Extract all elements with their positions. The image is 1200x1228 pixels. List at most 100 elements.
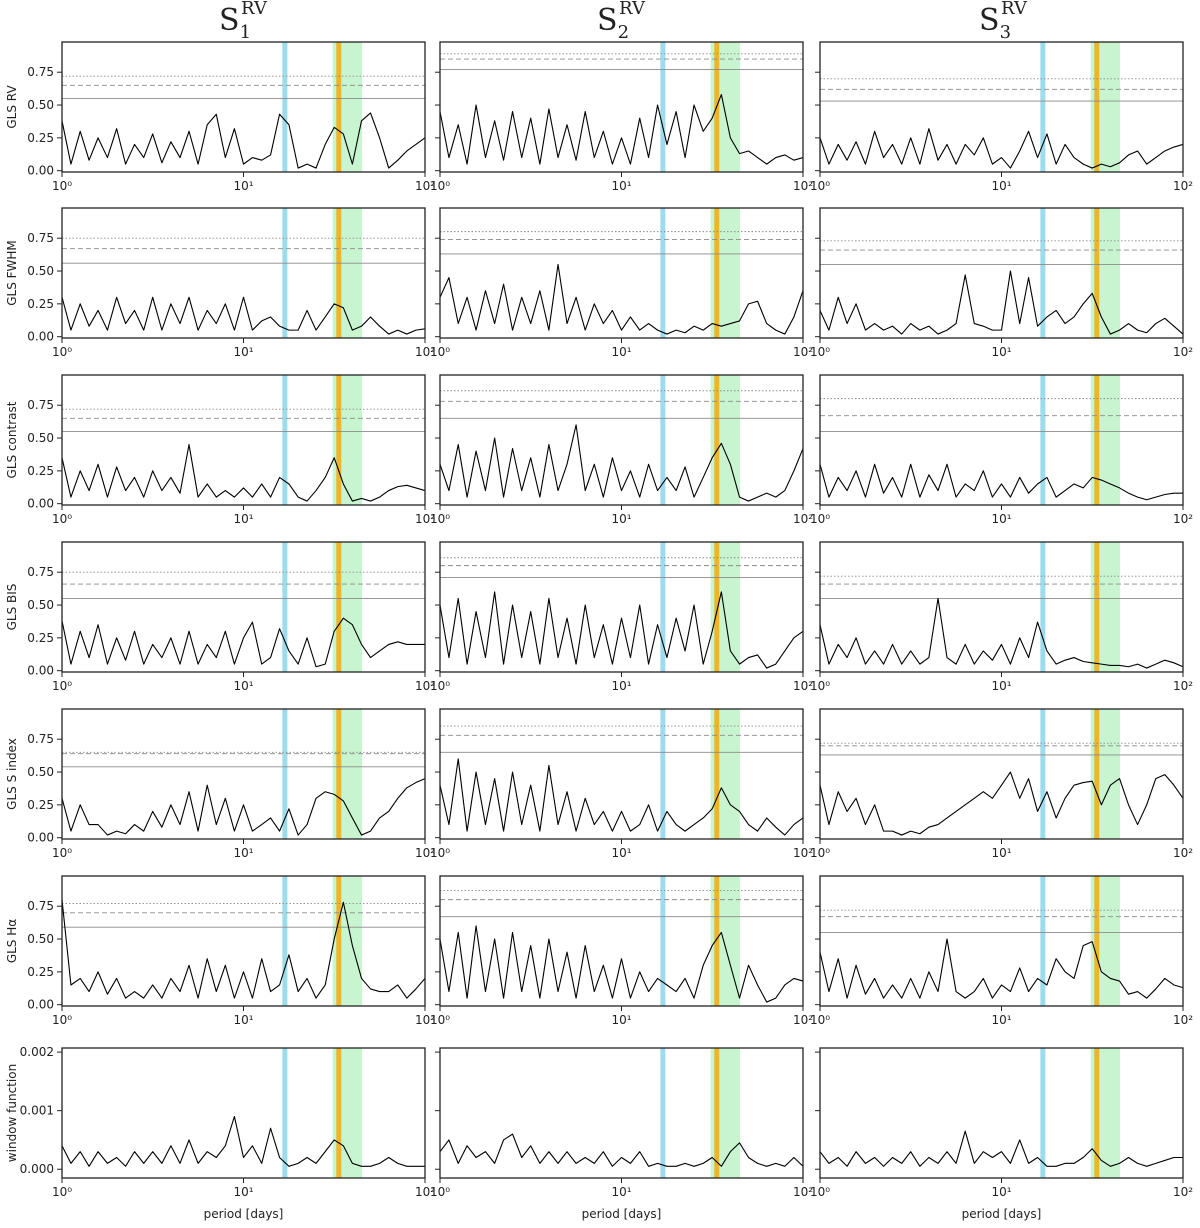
- x-tick-label: 10¹: [233, 679, 253, 693]
- title-sup: RV: [1001, 0, 1028, 19]
- y-axis-label: GLS FWHM: [5, 240, 19, 306]
- title-sub: 3: [1000, 22, 1011, 43]
- axes-frame: [439, 207, 804, 339]
- x-tick-label: 10¹: [233, 179, 253, 193]
- y-axis-label: GLS contrast: [5, 401, 19, 478]
- x-tick-label: 10¹: [991, 1185, 1011, 1199]
- x-tick-label: 10²: [793, 846, 813, 860]
- periodogram-line: [439, 93, 804, 165]
- x-tick-label: 10⁰: [430, 846, 450, 860]
- x-tick-label: 10²: [793, 179, 813, 193]
- periodogram-line: [819, 463, 1183, 501]
- periodogram-line: [819, 597, 1184, 669]
- x-tick-label: 10¹: [611, 345, 631, 359]
- x-tick-label: 10⁰: [52, 512, 72, 526]
- x-tick-label: 10²: [415, 846, 435, 860]
- x-tick-label: 10⁰: [430, 179, 450, 193]
- axes-frame: [439, 708, 804, 840]
- x-tick-label: 10⁰: [810, 846, 830, 860]
- x-axis-label: period [days]: [582, 1207, 662, 1221]
- x-tick-label: 10¹: [991, 679, 1011, 693]
- x-tick-label: 10¹: [611, 512, 631, 526]
- periodogram-line: [61, 617, 425, 668]
- x-tick-label: 10¹: [611, 1185, 631, 1199]
- title-sup: RV: [619, 0, 646, 19]
- axes-frame: [819, 1047, 1184, 1179]
- axes-frame: [61, 1047, 426, 1179]
- y-tick-label: 0.25: [27, 965, 54, 979]
- y-tick-label: 0.25: [27, 798, 54, 812]
- x-tick-label: 10¹: [611, 846, 631, 860]
- y-tick-label: 0.50: [27, 598, 54, 612]
- x-tick-label: 10⁰: [810, 1013, 830, 1027]
- axes-frame: [439, 1047, 804, 1179]
- x-tick-label: 10⁰: [52, 1185, 72, 1199]
- x-tick-label: 10²: [793, 512, 813, 526]
- axes-frame: [819, 374, 1184, 506]
- x-tick-label: 10²: [1173, 1185, 1193, 1199]
- periodogram-line: [439, 758, 804, 836]
- y-tick-label: 0.25: [27, 131, 54, 145]
- x-tick-label: 10¹: [611, 179, 631, 193]
- x-tick-label: 10⁰: [52, 679, 72, 693]
- periodogram-line: [61, 444, 426, 502]
- y-tick-label: 0.00: [27, 664, 54, 678]
- x-tick-label: 10⁰: [810, 679, 830, 693]
- x-tick-label: 10¹: [233, 1013, 253, 1027]
- y-tick-label: 0.75: [27, 65, 54, 79]
- periodogram-line: [819, 270, 1184, 335]
- axes-frame: [61, 207, 426, 339]
- x-axis-label: period [days]: [204, 1207, 284, 1221]
- title-base: S: [219, 3, 240, 38]
- y-tick-label: 0.75: [27, 899, 54, 913]
- periodogram-line: [61, 112, 426, 169]
- x-tick-label: 10²: [415, 1013, 435, 1027]
- periodogram-line: [819, 771, 1184, 836]
- axes-frame: [819, 207, 1184, 339]
- x-axis-label: period [days]: [962, 1207, 1042, 1221]
- y-axis-label: GLS Hα: [5, 919, 19, 963]
- y-tick-label: 0.001: [20, 1104, 54, 1118]
- periodogram-line: [439, 925, 804, 1003]
- x-tick-label: 10⁰: [810, 179, 830, 193]
- x-tick-label: 10²: [793, 1013, 813, 1027]
- y-tick-label: 0.75: [27, 398, 54, 412]
- axes-frame: [819, 41, 1184, 173]
- column-title: S2 RV: [597, 0, 646, 43]
- x-tick-label: 10¹: [233, 846, 253, 860]
- column-title: S3 RV: [979, 0, 1028, 43]
- periodogram-line: [439, 591, 804, 669]
- x-tick-label: 10²: [1173, 846, 1193, 860]
- x-tick-label: 10⁰: [430, 1013, 450, 1027]
- title-base: S: [979, 3, 1000, 38]
- x-tick-label: 10¹: [991, 512, 1011, 526]
- title-sub: 1: [240, 22, 251, 43]
- y-tick-label: 0.50: [27, 932, 54, 946]
- x-tick-label: 10²: [415, 1185, 435, 1199]
- x-tick-label: 10²: [1173, 1013, 1193, 1027]
- axes-frame: [439, 541, 804, 673]
- y-tick-label: 0.75: [27, 231, 54, 245]
- x-tick-label: 10⁰: [52, 846, 72, 860]
- axes-frame: [61, 374, 426, 506]
- axes-frame: [819, 541, 1184, 673]
- x-tick-label: 10⁰: [430, 512, 450, 526]
- x-tick-label: 10⁰: [430, 1185, 450, 1199]
- x-tick-label: 10⁰: [430, 345, 450, 359]
- y-tick-label: 0.00: [27, 497, 54, 511]
- y-tick-label: 0.50: [27, 264, 54, 278]
- periodogram-line: [819, 128, 1184, 169]
- x-tick-label: 10¹: [233, 512, 253, 526]
- x-tick-label: 10¹: [233, 345, 253, 359]
- x-tick-label: 10²: [415, 345, 435, 359]
- axes-frame: [819, 708, 1184, 840]
- x-tick-label: 10⁰: [52, 345, 72, 359]
- x-tick-label: 10²: [1173, 345, 1193, 359]
- periodogram-line: [439, 263, 804, 335]
- y-tick-label: 0.50: [27, 431, 54, 445]
- x-tick-label: 10¹: [991, 179, 1011, 193]
- y-axis-label: GLS RV: [5, 85, 19, 129]
- title-sup: RV: [241, 0, 268, 19]
- x-tick-label: 10⁰: [52, 1013, 72, 1027]
